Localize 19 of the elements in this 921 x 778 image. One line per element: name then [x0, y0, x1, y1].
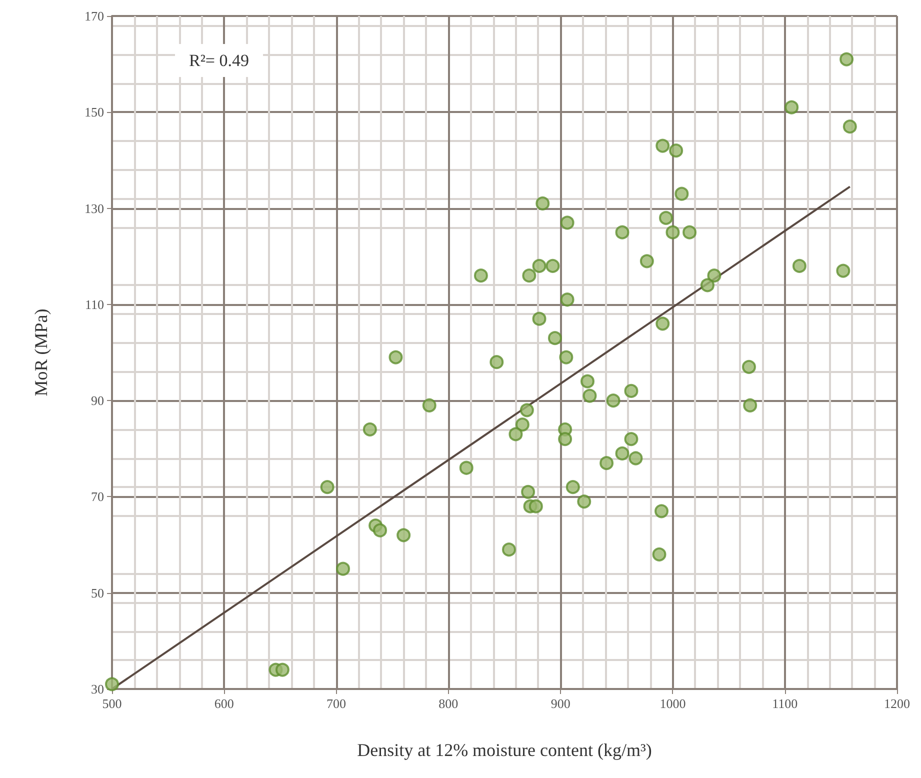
y-axis-title: MoR (MPa): [31, 308, 51, 396]
y-tick-label: 150: [84, 104, 104, 120]
annotation: R²= 0.49: [189, 51, 250, 70]
y-tick-label: 70: [91, 489, 104, 504]
x-tick-label: 900: [550, 696, 570, 711]
x-tick-label: 500: [102, 696, 122, 711]
x-tick-label: 1200: [884, 696, 910, 711]
x-tick-label: 1100: [772, 696, 798, 711]
x-tick-label: 800: [438, 696, 458, 711]
x-tick-label: 1000: [660, 696, 686, 711]
x-tick-label: 600: [214, 696, 234, 711]
y-tick-label: 90: [91, 393, 104, 408]
x-tick-label: 700: [326, 696, 346, 711]
y-tick-label: 170: [84, 8, 104, 24]
y-tick-label: 110: [84, 296, 104, 312]
x-axis-title: Density at 12% moisture content (kg/m³): [357, 740, 652, 760]
y-tick-label: 130: [84, 200, 104, 216]
y-tick-label: 30: [91, 682, 104, 696]
y-tick-label: 50: [91, 585, 104, 600]
